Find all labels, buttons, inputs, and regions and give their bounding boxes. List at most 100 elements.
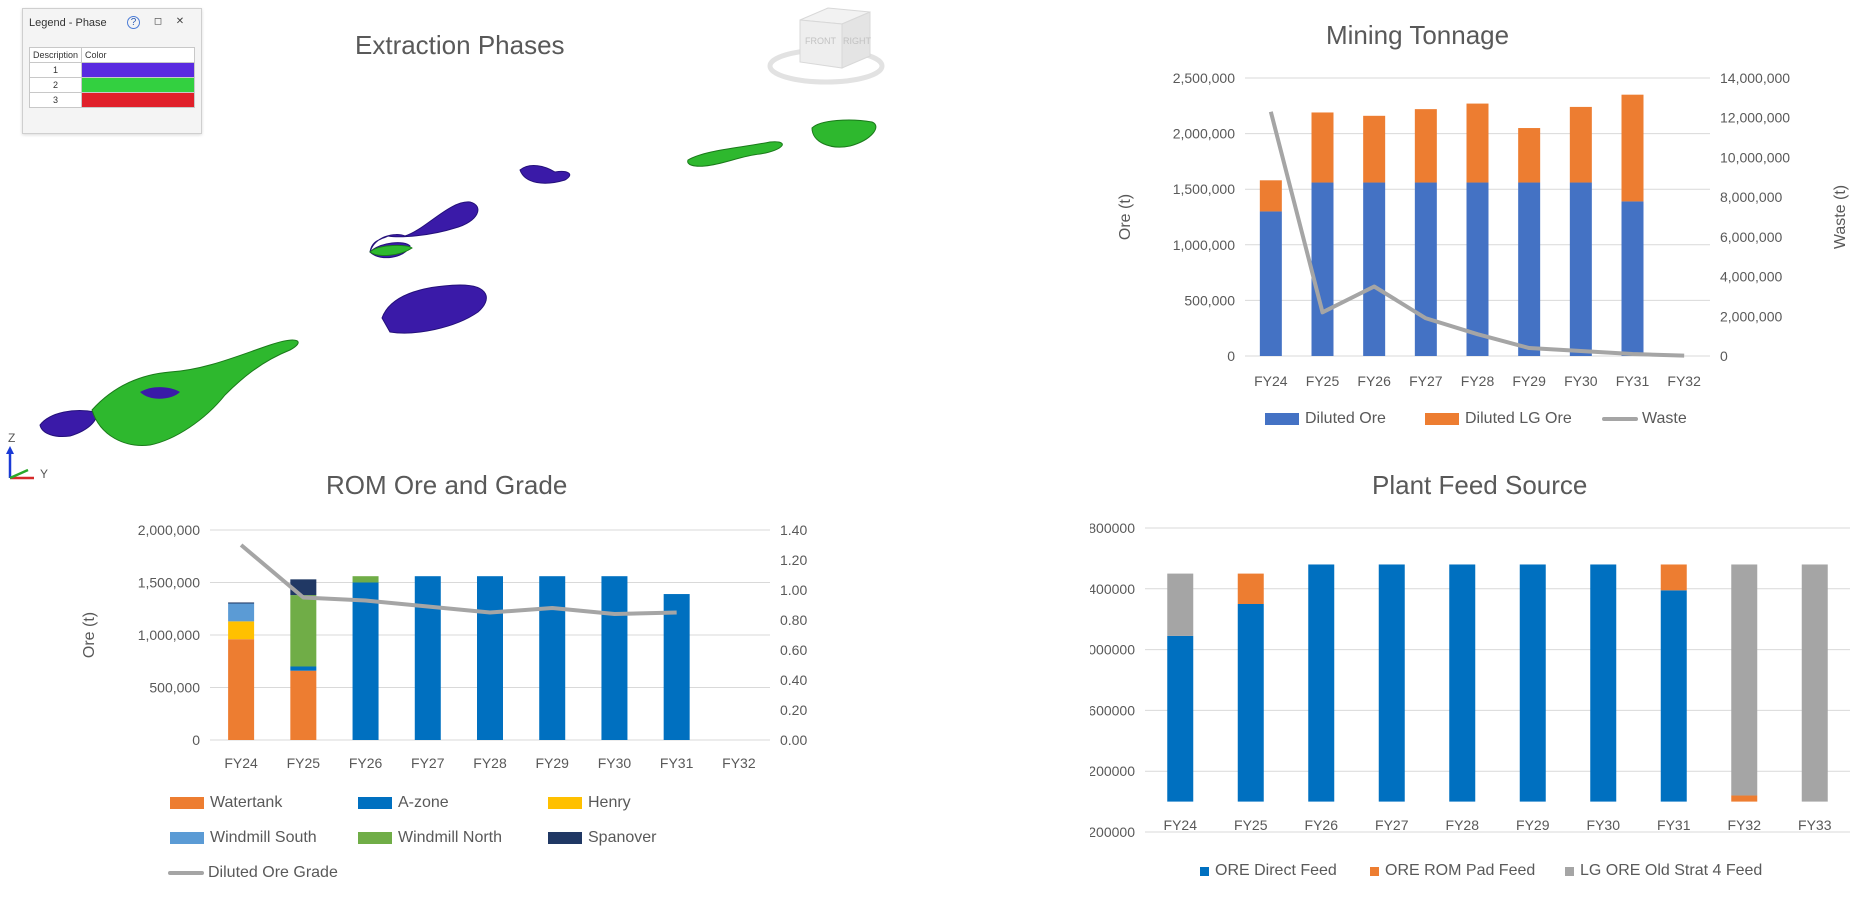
legend-line <box>168 871 204 875</box>
y-tick-label: 1,000,000 <box>1173 237 1235 253</box>
bar-diluted-ore <box>1621 201 1644 356</box>
legend-diluted-ore: Diluted Ore <box>1265 410 1386 428</box>
phase1-ore-inclusion[interactable] <box>140 387 180 399</box>
phase2-ore-body[interactable] <box>91 339 299 446</box>
bar-ore-direct-feed <box>1167 635 1194 802</box>
x-tick-label: FY27 <box>1409 373 1443 389</box>
bar-henry <box>228 621 255 640</box>
bar-a-zone <box>414 576 441 740</box>
y2-tick-label: 8,000,000 <box>1720 189 1782 205</box>
bar-a-zone <box>290 666 317 671</box>
legend-swatch <box>1425 413 1459 425</box>
legend-table: Description Color 1 2 3 <box>28 47 196 108</box>
bar-a-zone <box>539 576 566 740</box>
bar-diluted-ore <box>1569 182 1592 356</box>
help-icon[interactable]: ? <box>127 16 140 29</box>
phase1-ore-body[interactable] <box>519 165 571 184</box>
legend-label: ORE ROM Pad Feed <box>1385 862 1536 879</box>
legend-label: LG ORE Old Strat 4 Feed <box>1580 862 1763 879</box>
bar-diluted-lg-ore <box>1569 106 1592 183</box>
phase-legend-window[interactable]: Legend - Phase ? ◻ ✕ Description Color 1… <box>22 8 202 134</box>
restore-icon[interactable]: ◻ <box>153 16 163 27</box>
bar-diluted-ore <box>1259 211 1282 356</box>
line-waste <box>1268 111 1685 358</box>
legend-swatch <box>170 797 204 809</box>
bar-lg-ore-old-strat-4-feed <box>1801 564 1828 802</box>
legend-diluted-lg-ore: Diluted LG Ore <box>1425 410 1572 428</box>
bar-diluted-lg-ore <box>1518 128 1541 183</box>
bar-a-zone <box>352 582 379 740</box>
legend-label: Waste <box>1642 410 1687 427</box>
legend-label: A-zone <box>398 794 449 811</box>
legend-label: Spanover <box>588 829 657 846</box>
legend-label: ORE Direct Feed <box>1215 862 1337 879</box>
close-icon[interactable]: ✕ <box>175 16 185 27</box>
bar-a-zone <box>477 576 503 740</box>
view3d-title: Extraction Phases <box>355 30 565 60</box>
bar-ore-rom-pad-feed <box>1731 795 1758 802</box>
y2-tick-label: 6,000,000 <box>1720 229 1782 245</box>
phase1-ore-body[interactable] <box>369 201 479 253</box>
legend-label: Windmill South <box>210 829 317 846</box>
y2-tick-label: 1.40 <box>780 522 807 538</box>
y-tick-label: 1800000 <box>1090 520 1135 536</box>
legend-row-swatch <box>81 92 196 108</box>
axis-z-arrow <box>6 446 14 454</box>
bar-ore-direct-feed <box>1308 564 1335 802</box>
x-tick-label: FY25 <box>1306 373 1340 389</box>
bar-ore-direct-feed <box>1378 564 1405 802</box>
phase1-ore-body[interactable] <box>381 284 487 334</box>
legend-swatch <box>1565 866 1574 876</box>
axis-y-label: Y <box>40 467 48 481</box>
x-tick-label: FY32 <box>1728 817 1762 833</box>
legend-window-header[interactable]: Legend - Phase ? ◻ ✕ <box>23 9 201 37</box>
x-tick-label: FY33 <box>1798 817 1832 833</box>
bar-diluted-ore <box>1518 182 1541 356</box>
bar-diluted-ore <box>1363 182 1386 356</box>
x-tick-label: FY32 <box>722 755 756 771</box>
bar-lg-ore-old-strat-4-feed <box>1167 573 1194 636</box>
y-tick-label: 1000000 <box>1090 642 1135 658</box>
y-tick-label: -200000 <box>1090 824 1135 840</box>
y-tick-label: 600000 <box>1090 702 1135 718</box>
view-cube[interactable]: FRONT RIGHT <box>767 7 885 85</box>
axis-triad: Z Y <box>6 431 48 481</box>
bar-diluted-lg-ore <box>1621 94 1644 202</box>
y2-tick-label: 0.40 <box>780 672 807 688</box>
legend-a-zone: A-zone <box>358 794 449 812</box>
view3d-canvas[interactable]: FRONT RIGHT Z Y <box>0 0 900 490</box>
legend-swatch <box>358 797 392 809</box>
legend-swatch <box>1265 413 1299 425</box>
phase2-ore-body[interactable] <box>369 244 413 256</box>
y-tick-label: 2,500,000 <box>1173 70 1235 86</box>
y-tick-label: 0 <box>1227 348 1235 364</box>
line-diluted-ore-grade <box>239 543 677 616</box>
y-tick-label: 200000 <box>1090 763 1135 779</box>
phase2-ore-body[interactable] <box>811 119 877 148</box>
bar-a-zone <box>663 594 690 740</box>
legend-swatch <box>1200 866 1209 876</box>
legend-label: Diluted Ore Grade <box>208 864 338 881</box>
view-cube-right[interactable] <box>841 11 871 69</box>
bar-diluted-lg-ore <box>1363 115 1386 183</box>
y-axis-label: Ore (t) <box>81 612 98 658</box>
y-tick-label: 0 <box>192 732 200 748</box>
plant-feed-title: Plant Feed Source <box>1372 470 1588 500</box>
x-tick-label: FY25 <box>287 755 321 771</box>
phase2-ore-body[interactable] <box>687 141 783 167</box>
legend-label: Henry <box>588 794 631 811</box>
bar-a-zone <box>601 576 628 740</box>
x-tick-label: FY24 <box>1164 817 1198 833</box>
legend-row: 1 <box>28 62 196 78</box>
legend-swatch <box>358 832 392 844</box>
bar-windmill-south <box>228 603 255 622</box>
y2-tick-label: 0.80 <box>780 612 807 628</box>
legend-henry: Henry <box>548 794 631 812</box>
legend-row: 3 <box>28 92 196 108</box>
legend-windmill-north: Windmill North <box>358 829 502 847</box>
x-tick-label: FY27 <box>1375 817 1409 833</box>
phase1-ore-body[interactable] <box>39 410 97 437</box>
bar-windmill-north <box>352 576 379 583</box>
y2-tick-label: 12,000,000 <box>1720 110 1790 126</box>
x-tick-label: FY30 <box>1587 817 1621 833</box>
